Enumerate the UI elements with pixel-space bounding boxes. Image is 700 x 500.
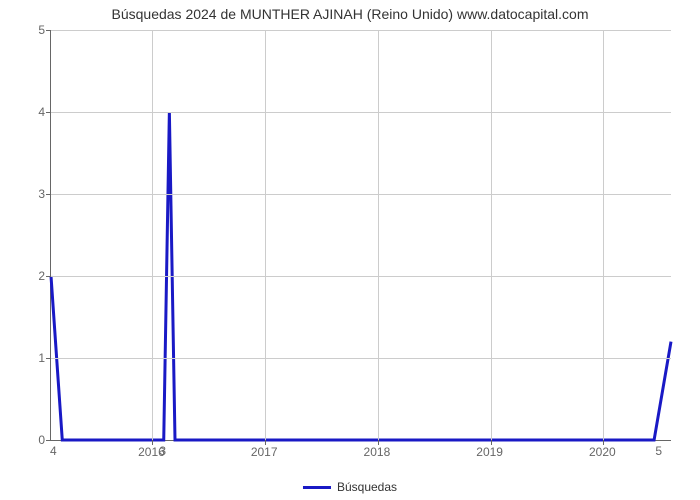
chart-container: Búsquedas 2024 de MUNTHER AJINAH (Reino … — [0, 0, 700, 500]
ytick-label: 5 — [38, 23, 45, 37]
ytick-label: 1 — [38, 351, 45, 365]
data-point-label: 3 — [159, 444, 166, 458]
gridline-horizontal — [51, 112, 671, 113]
gridline-vertical — [603, 30, 604, 440]
ytick-mark — [46, 30, 51, 31]
ytick-mark — [46, 112, 51, 113]
chart-title: Búsquedas 2024 de MUNTHER AJINAH (Reino … — [0, 0, 700, 22]
ytick-mark — [46, 440, 51, 441]
gridline-vertical — [265, 30, 266, 440]
plot-area — [50, 30, 671, 441]
gridline-vertical — [378, 30, 379, 440]
xtick-label: 2018 — [364, 445, 391, 459]
ytick-label: 0 — [38, 433, 45, 447]
line-path-svg — [51, 30, 671, 440]
ytick-mark — [46, 276, 51, 277]
gridline-horizontal — [51, 30, 671, 31]
ytick-mark — [46, 194, 51, 195]
ytick-label: 3 — [38, 187, 45, 201]
gridline-vertical — [491, 30, 492, 440]
gridline-horizontal — [51, 358, 671, 359]
gridline-horizontal — [51, 276, 671, 277]
xtick-label: 2020 — [589, 445, 616, 459]
legend-label: Búsquedas — [337, 480, 397, 494]
legend: Búsquedas — [303, 480, 397, 494]
xtick-label: 2017 — [251, 445, 278, 459]
data-point-label: 5 — [655, 444, 662, 458]
gridline-horizontal — [51, 194, 671, 195]
ytick-label: 4 — [38, 105, 45, 119]
xtick-label: 2019 — [476, 445, 503, 459]
legend-swatch — [303, 486, 331, 489]
gridline-vertical — [152, 30, 153, 440]
ytick-mark — [46, 358, 51, 359]
data-point-label: 4 — [50, 444, 57, 458]
ytick-label: 2 — [38, 269, 45, 283]
